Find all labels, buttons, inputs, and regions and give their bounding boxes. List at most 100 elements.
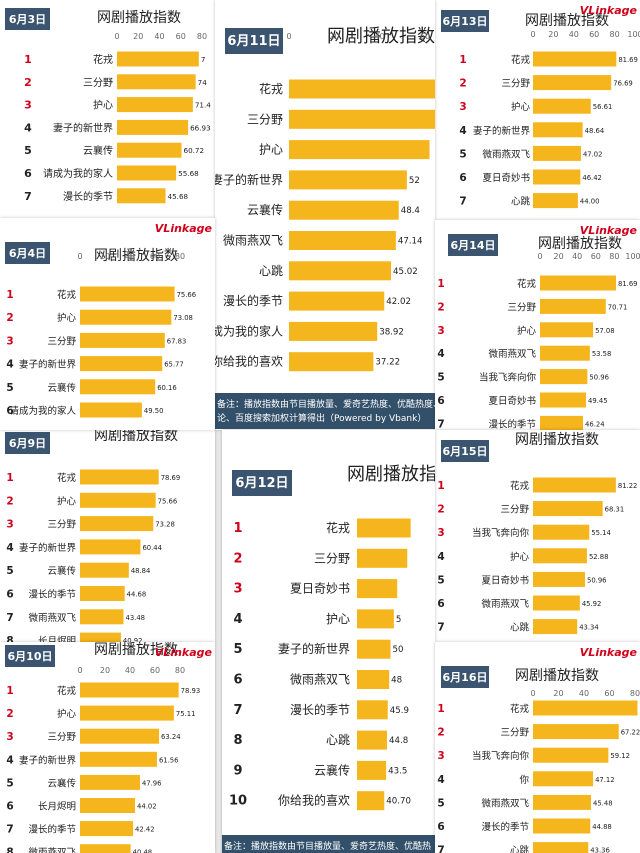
rank-number: 6 <box>437 395 444 407</box>
bar <box>533 700 638 716</box>
bar <box>117 97 193 113</box>
bar <box>533 571 585 587</box>
rank-number: 4 <box>6 754 13 766</box>
bar <box>80 751 157 767</box>
value-label: 47.02 <box>583 150 603 158</box>
rank-number: 4 <box>459 125 466 137</box>
rank-number: 3 <box>6 731 13 743</box>
category-label: 妻子的新世界 <box>19 542 77 554</box>
rank-number: 9 <box>233 763 242 778</box>
bar <box>117 51 199 67</box>
rank-number: 5 <box>459 148 466 160</box>
x-tick-label: 0 <box>530 689 535 698</box>
chart-card-jun16: 6月16日网剧播放指数VLinkage0204060801花戎81.932三分野… <box>435 642 640 853</box>
category-label: 微雨燕双飞 <box>488 348 536 360</box>
category-label: 三分野 <box>314 551 350 565</box>
footnote-band <box>222 835 435 853</box>
value-label: 45.48 <box>593 799 613 807</box>
bar <box>357 639 391 659</box>
value-label: 5 <box>396 615 402 625</box>
category-label: 漫长的季节 <box>488 418 536 430</box>
bar <box>80 492 156 508</box>
category-label: 夏日奇妙书 <box>488 395 536 407</box>
rank-number: 2 <box>233 551 242 566</box>
rank-number: 1 <box>6 472 13 484</box>
bar <box>289 352 374 372</box>
rank-number: 8 <box>6 635 13 642</box>
bar <box>533 75 612 91</box>
value-label: 50.96 <box>589 374 609 382</box>
value-label: 43.5 <box>388 766 407 776</box>
value-label: 63.24 <box>161 733 181 741</box>
bar <box>117 142 182 158</box>
bar <box>289 231 396 250</box>
rank-number: 6 <box>437 598 444 610</box>
value-label: 55.68 <box>178 169 199 178</box>
chart-card-jun3: 6月3日 网剧播放指数 0 20 40 60 80 1 花戎 7 2 三分野 74 3 护心 71.4 4 妻子的… <box>0 0 215 218</box>
value-label: 7 <box>201 55 206 64</box>
bar <box>533 169 581 185</box>
chart-svg: 6月12日 网剧播放指 1 花戎 2 三分野 3 夏日奇妙书 4 护心 5 5 妻子的新世界 50 6 微雨燕… <box>222 464 435 853</box>
category-label: 云襄传 <box>47 565 76 577</box>
bar <box>80 469 159 485</box>
value-label: 44.88 <box>592 823 612 831</box>
bar <box>533 98 591 114</box>
chart-card-jun15: 6月15日 网剧播放指数 1 花戎 81.22 2 三分野 68.31 3 当我飞奔向你 55.14… <box>435 430 640 642</box>
category-label: 护心 <box>57 312 77 324</box>
rank-number: 1 <box>437 278 444 290</box>
date-tag <box>441 440 489 462</box>
date-label: 6月10日 <box>8 650 53 663</box>
category-label: 当我飞奔向你 <box>479 372 537 384</box>
date-label: 6月4日 <box>9 247 46 260</box>
chart-title: 网剧播放指数 <box>94 248 178 264</box>
category-label: 微雨燕双飞 <box>28 612 76 624</box>
chart-title: 网剧播放指数 <box>327 26 435 47</box>
rank-number: 2 <box>459 78 466 90</box>
value-label: 55.14 <box>591 529 611 537</box>
bar <box>533 193 578 209</box>
category-label: 漫长的季节 <box>481 821 529 833</box>
bar <box>117 188 166 204</box>
category-label: 妻子的新世界 <box>19 359 77 371</box>
category-label: 妻子的新世界 <box>473 125 531 137</box>
date-tag <box>5 645 55 667</box>
value-label: 53.58 <box>592 350 612 358</box>
category-label: 请成为我的家人 <box>9 405 76 417</box>
date-tag <box>232 470 292 496</box>
x-tick-label: 80 <box>175 252 185 261</box>
rank-number: 4 <box>6 359 13 371</box>
value-label: 45.02 <box>393 267 418 277</box>
bar <box>357 700 388 720</box>
category-label: 微雨燕双飞 <box>223 234 283 248</box>
date-label: 6月12日 <box>235 476 288 491</box>
x-tick-label: 80 <box>610 30 620 39</box>
category-label: 妻子的新世界 <box>278 641 350 656</box>
bar <box>540 345 590 361</box>
x-tick-label: 60 <box>604 689 614 698</box>
value-label: 43.36 <box>590 847 610 853</box>
value-label: 49.45 <box>588 397 608 405</box>
category-label: 花戎 <box>510 480 530 492</box>
category-label: 心跳 <box>510 845 530 853</box>
category-label: 三分野 <box>83 77 113 89</box>
date-label: 6月9日 <box>9 437 46 450</box>
category-label: 夏日奇妙书 <box>481 574 529 586</box>
x-tick-label: 80 <box>609 252 619 261</box>
category-label: 花戎 <box>326 520 350 535</box>
rank-number: 3 <box>6 519 13 531</box>
x-tick-label: 20 <box>554 252 564 261</box>
category-label: 漫长的季节 <box>290 702 350 717</box>
category-label: 护心 <box>57 708 77 720</box>
bar <box>80 379 156 395</box>
rank-number: 4 <box>437 551 444 563</box>
value-label: 60.44 <box>142 544 162 552</box>
bar <box>533 619 578 635</box>
value-label: 37.22 <box>375 358 400 368</box>
rank-number: 1 <box>437 703 444 715</box>
category-label: 云襄传 <box>83 144 113 157</box>
rank-number: 1 <box>6 685 13 697</box>
value-label: 44.8 <box>389 736 408 746</box>
bar <box>540 298 606 314</box>
category-label: 三分野 <box>500 505 529 516</box>
